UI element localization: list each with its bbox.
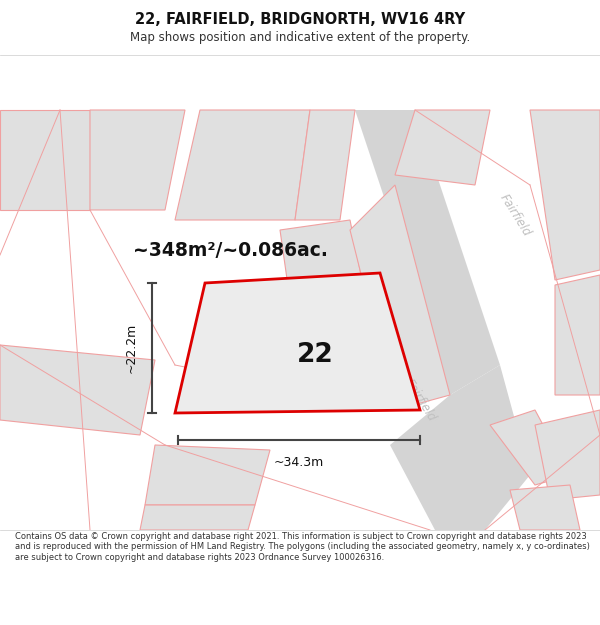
Text: 22: 22 (296, 342, 334, 367)
Polygon shape (0, 110, 90, 210)
Polygon shape (355, 110, 500, 395)
Polygon shape (280, 220, 370, 335)
Polygon shape (175, 110, 310, 220)
Text: 22, FAIRFIELD, BRIDGNORTH, WV16 4RY: 22, FAIRFIELD, BRIDGNORTH, WV16 4RY (135, 12, 465, 27)
Polygon shape (90, 110, 185, 210)
Polygon shape (510, 485, 580, 530)
Polygon shape (140, 505, 255, 530)
Text: Map shows position and indicative extent of the property.: Map shows position and indicative extent… (130, 31, 470, 44)
Polygon shape (350, 185, 450, 410)
Polygon shape (175, 273, 420, 413)
Text: ~22.2m: ~22.2m (125, 323, 138, 373)
Polygon shape (395, 110, 490, 185)
Polygon shape (390, 365, 530, 530)
Polygon shape (295, 110, 355, 220)
Polygon shape (0, 345, 155, 435)
Polygon shape (490, 410, 570, 485)
Polygon shape (535, 410, 600, 500)
Polygon shape (530, 110, 600, 280)
Text: ~348m²/~0.086ac.: ~348m²/~0.086ac. (133, 241, 328, 259)
Text: Fairfield: Fairfield (497, 191, 533, 239)
Polygon shape (555, 275, 600, 395)
Text: Fairfield: Fairfield (402, 376, 438, 424)
Polygon shape (145, 445, 270, 505)
Text: ~34.3m: ~34.3m (274, 456, 324, 469)
Text: Contains OS data © Crown copyright and database right 2021. This information is : Contains OS data © Crown copyright and d… (15, 532, 590, 562)
Polygon shape (490, 110, 600, 185)
